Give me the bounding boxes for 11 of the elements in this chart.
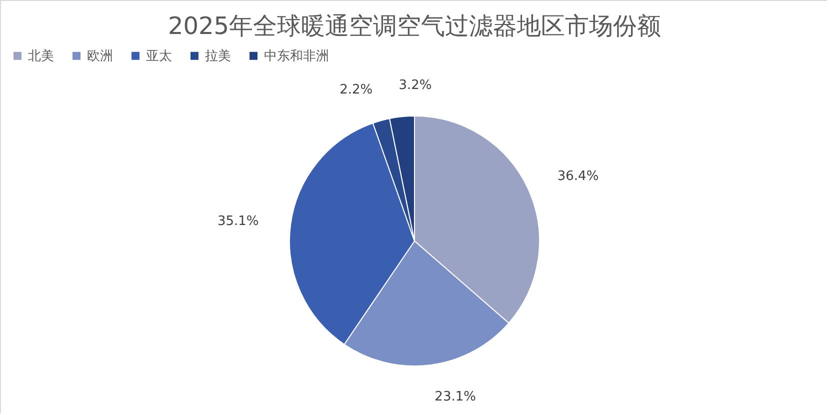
data-label: 23.1% [434,390,476,405]
legend-label: 亚太 [146,48,172,64]
legend-label: 北美 [28,48,54,64]
data-label: 2.2% [340,82,373,98]
chart-title: 2025年全球暖通空调空气过滤器地区市场份额 [168,12,662,40]
legend-label: 中东和非洲 [264,48,329,64]
data-label: 35.1% [217,214,259,229]
data-label: 36.4% [557,168,599,184]
legend-label: 拉美 [205,48,231,64]
data-label: 3.2% [398,78,432,93]
legend-label: 欧洲 [87,48,113,64]
